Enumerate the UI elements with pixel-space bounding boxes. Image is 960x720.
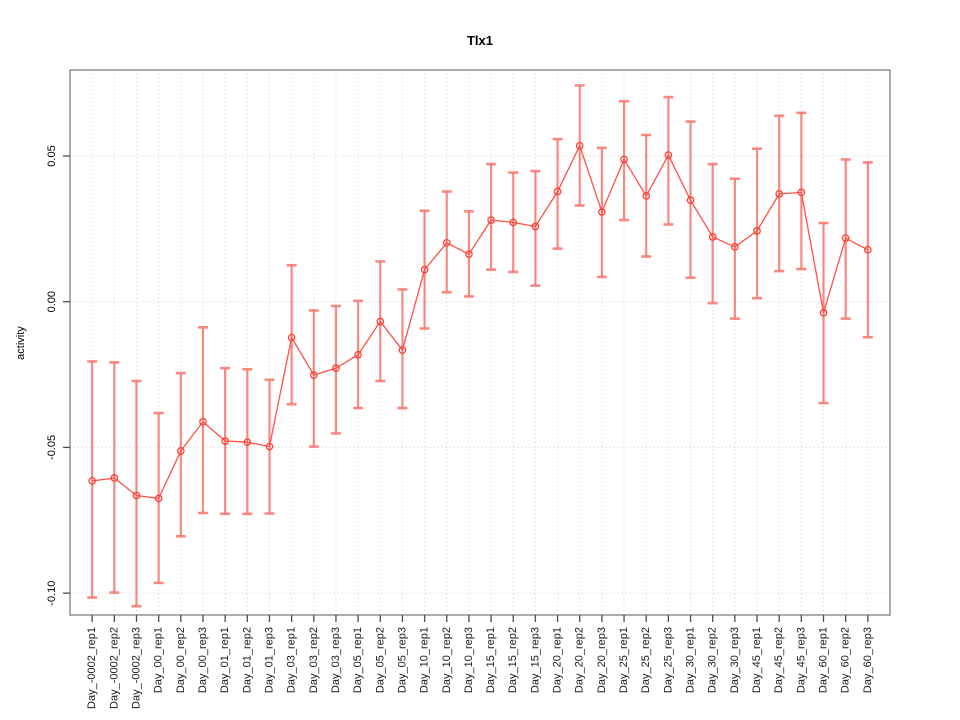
x-tick-label: Day_-0002_rep3 — [130, 627, 142, 709]
x-tick-label: Day_03_rep1 — [286, 627, 298, 693]
data-point — [487, 216, 495, 224]
series-polyline — [92, 144, 869, 500]
x-tick-label: Day_10_rep2 — [441, 627, 453, 693]
x-tick-label: Day_01_rep2 — [241, 627, 253, 693]
x-tick-label: Day_05_rep3 — [396, 627, 408, 693]
y-axis-title: activity — [15, 326, 27, 360]
data-point — [509, 218, 518, 227]
data-point — [708, 233, 717, 241]
data-point — [199, 417, 207, 426]
x-axis: Day_-0002_rep1 Day_-0002_rep2 Day_-0002_re… — [86, 615, 874, 709]
data-point — [420, 265, 429, 274]
data-point — [154, 494, 163, 503]
y-tick-label: 0.00 — [46, 291, 58, 312]
data-point — [376, 317, 385, 326]
data-line — [92, 144, 869, 500]
x-tick-label: Day_30_rep1 — [685, 627, 697, 693]
x-tick-label: Day_45_rep1 — [751, 627, 763, 693]
x-tick-label: Day_60_rep1 — [818, 627, 830, 693]
data-point — [819, 308, 828, 317]
x-tick-label: Day_05_rep1 — [352, 627, 364, 693]
data-point — [354, 350, 362, 359]
error-bars — [87, 84, 873, 608]
x-tick-label: Day_10_rep3 — [463, 627, 475, 693]
x-tick-label: Day_25_rep1 — [618, 627, 630, 693]
x-tick-label: Day_20_rep1 — [552, 627, 564, 693]
x-tick-label: Day_15_rep2 — [507, 627, 519, 693]
x-tick-label: Day_00_rep1 — [153, 627, 165, 693]
data-point — [753, 227, 761, 235]
data-point — [731, 243, 739, 251]
x-tick-label: Day_45_rep3 — [795, 627, 807, 693]
data-point — [132, 491, 141, 500]
data-point — [775, 190, 784, 198]
data-point — [176, 447, 185, 455]
x-tick-label: Day_30_rep2 — [707, 627, 719, 693]
x-tick-label: Day_30_rep3 — [729, 627, 741, 693]
x-tick-label: Day_25_rep3 — [662, 627, 674, 693]
data-point — [221, 437, 229, 445]
x-tick-label: Day_00_rep3 — [197, 627, 209, 693]
gridlines — [70, 70, 890, 615]
x-tick-label: Day_10_rep1 — [419, 627, 431, 693]
data-point — [110, 474, 119, 482]
data-point — [797, 188, 806, 197]
data-point — [309, 371, 318, 379]
x-tick-label: Day_05_rep2 — [374, 627, 386, 693]
data-point — [531, 222, 540, 231]
data-point — [642, 192, 651, 200]
data-point — [398, 346, 407, 354]
data-points — [88, 141, 872, 503]
y-tick-label: 0.05 — [46, 145, 58, 166]
data-point — [88, 477, 97, 485]
x-tick-label: Day_60_rep3 — [862, 627, 874, 693]
x-tick-label: Day_20_rep2 — [574, 627, 586, 693]
data-point — [553, 187, 562, 196]
data-point — [620, 155, 628, 164]
data-point — [863, 245, 872, 254]
x-tick-label: Day_15_rep3 — [529, 627, 541, 693]
data-point — [287, 333, 296, 342]
data-point — [243, 438, 252, 447]
data-point — [332, 364, 340, 372]
data-point — [664, 151, 673, 159]
x-tick-label: Day_01_rep1 — [219, 627, 231, 693]
chart-title: Tlx1 — [466, 33, 493, 48]
data-point — [598, 208, 606, 216]
x-tick-label: Day_-0002_rep2 — [108, 627, 120, 709]
data-point — [686, 196, 695, 205]
data-point — [841, 234, 850, 243]
x-tick-label: Day_03_rep3 — [330, 627, 342, 693]
data-point — [442, 238, 451, 247]
y-axis: 0.05 0.00 -0.05 -0.10 — [46, 145, 70, 606]
y-tick-label: -0.05 — [46, 435, 58, 460]
data-point — [265, 442, 274, 451]
x-tick-label: Day_-0002_rep1 — [86, 627, 98, 709]
plot-frame — [69, 69, 891, 616]
x-tick-label: Day_20_rep3 — [596, 627, 608, 693]
data-point — [465, 250, 473, 259]
x-tick-label: Day_45_rep2 — [773, 627, 785, 693]
x-tick-label: Day_25_rep2 — [640, 627, 652, 693]
x-tick-label: Day_03_rep2 — [308, 627, 320, 693]
x-tick-label: Day_01_rep3 — [263, 627, 275, 693]
data-point — [575, 141, 584, 150]
x-tick-label: Day_00_rep2 — [175, 627, 187, 693]
x-tick-label: Day_15_rep1 — [485, 627, 497, 693]
x-tick-label: Day_60_rep2 — [840, 627, 852, 693]
y-tick-label: -0.10 — [46, 581, 58, 606]
